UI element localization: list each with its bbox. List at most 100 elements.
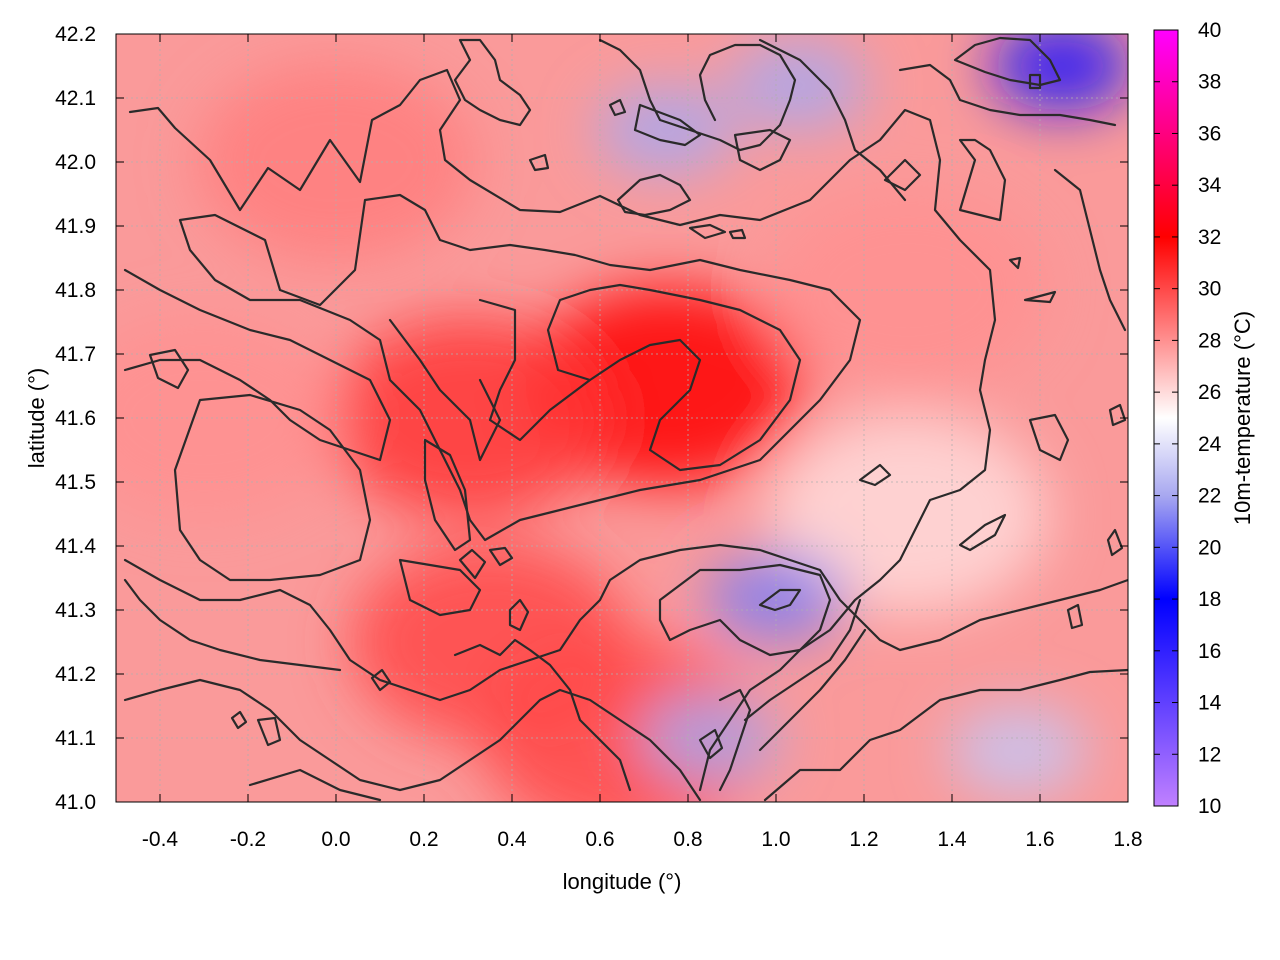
contour-line — [733, 128, 792, 172]
contour-line — [478, 283, 802, 472]
x-tick-label: 0.4 — [497, 828, 527, 851]
x-tick-label: -0.4 — [142, 828, 179, 851]
contour-line — [453, 638, 632, 792]
contour-line — [616, 173, 692, 217]
contour-line — [698, 728, 724, 760]
y-tick-label: 41.1 — [55, 727, 96, 750]
y-tick-label: 41.6 — [55, 407, 96, 430]
y-tick-label: 41.3 — [55, 599, 96, 622]
colorbar-tick-label: 18 — [1198, 588, 1221, 611]
y-tick-label: 42.1 — [55, 87, 96, 110]
y-tick-label: 41.8 — [55, 279, 96, 302]
contour-line — [1106, 528, 1124, 557]
heat-region — [992, 34, 1128, 111]
contour-line — [528, 153, 550, 172]
x-tick-label: 1.4 — [937, 828, 967, 851]
colorbar-tick-label: 10 — [1198, 795, 1221, 818]
colorbar-tick-label: 34 — [1198, 174, 1222, 197]
heat-region — [640, 693, 780, 783]
y-tick-label: 41.5 — [55, 471, 96, 494]
contour-lines — [123, 36, 1128, 802]
contour-line — [248, 768, 382, 802]
colorbar-tick-label: 32 — [1198, 226, 1221, 249]
contour-line — [758, 38, 907, 202]
x-tick-label: 0.0 — [321, 828, 350, 851]
heatmap-area — [116, 34, 1128, 802]
contour-line — [758, 588, 802, 612]
y-tick-label: 42.0 — [55, 151, 96, 174]
heat-region — [116, 318, 344, 518]
y-tick-label: 41.9 — [55, 215, 96, 238]
x-tick-label: 0.2 — [409, 828, 438, 851]
contour-line — [688, 223, 727, 240]
grid-lines — [116, 34, 1128, 802]
contour-line — [488, 546, 514, 567]
x-tick-label: 0.8 — [673, 828, 702, 851]
contour-line — [230, 710, 248, 730]
colorbar-tick-label: 16 — [1198, 640, 1221, 663]
contour-line — [743, 598, 862, 722]
contour-line — [728, 228, 747, 240]
colorbar-tick-label: 30 — [1198, 278, 1221, 301]
x-tick-label: 1.0 — [761, 828, 790, 851]
x-tick-label: 0.6 — [585, 828, 614, 851]
colorbar-gradient — [1153, 29, 1179, 807]
contour-line — [148, 348, 190, 390]
heat-region — [596, 85, 736, 175]
contour-line — [398, 558, 482, 617]
colorbar-tick-label: 14 — [1198, 692, 1222, 715]
contour-line — [763, 668, 1128, 802]
contour-line — [423, 438, 472, 552]
x-tick-label: 1.2 — [849, 828, 878, 851]
contour-line — [123, 578, 342, 672]
x-tick-label: 1.6 — [1025, 828, 1054, 851]
colorbar-tick-label: 24 — [1198, 433, 1222, 456]
colorbar-ticks: 10 12 14 16 18 20 22 24 26 28 30 32 34 36 38 40 — [1154, 19, 1222, 818]
contour-line — [1023, 290, 1057, 304]
heat-region — [948, 705, 1088, 796]
colorbar-tick-label: 12 — [1198, 743, 1221, 766]
contour-line — [953, 36, 1062, 87]
y-axis-label: latitude (°) — [24, 368, 49, 469]
contour-line — [598, 38, 797, 152]
heat-region — [706, 552, 846, 643]
contour-line — [123, 268, 392, 462]
x-axis: -0.4 -0.2 0.0 0.2 0.4 0.6 0.8 1.0 1.2 1.4 1.6 1.8 — [142, 34, 1143, 851]
contour-line — [658, 563, 832, 657]
contour-line — [173, 393, 372, 582]
colorbar-tick-label: 36 — [1198, 122, 1221, 145]
contour-line — [758, 628, 867, 752]
contour-line — [1028, 413, 1070, 462]
x-axis-label: longitude (°) — [563, 869, 682, 894]
contour-line — [388, 318, 502, 462]
contour-line — [123, 543, 1128, 702]
x-tick-label: 1.8 — [1113, 828, 1142, 851]
contour-line — [1108, 403, 1127, 427]
colorbar-label: 10m-temperature (°C) — [1230, 311, 1255, 525]
contour-line — [958, 513, 1007, 552]
contour-line — [1053, 168, 1127, 332]
colorbar-tick-label: 26 — [1198, 381, 1221, 404]
y-tick-label: 41.0 — [55, 791, 96, 814]
colorbar-tick-label: 38 — [1198, 71, 1221, 94]
colorbar-tick-label: 20 — [1198, 536, 1221, 559]
contour-line — [608, 98, 627, 117]
y-tick-label: 42.2 — [55, 23, 96, 46]
colorbar: 10 12 14 16 18 20 22 24 26 28 30 32 34 36 38 40 10m-tem… — [1153, 19, 1255, 818]
contour-line — [458, 548, 487, 580]
colorbar-tick-label: 40 — [1198, 19, 1221, 42]
contour-line — [718, 688, 752, 792]
contour-line — [958, 138, 1007, 222]
contour-line — [1066, 603, 1084, 630]
contour-line — [128, 68, 997, 792]
contour-line — [508, 598, 530, 632]
contour-line — [633, 103, 702, 147]
contour-line — [1008, 256, 1022, 270]
x-tick-label: -0.2 — [230, 828, 266, 851]
heatmap-field — [116, 34, 1128, 802]
contour-line — [178, 193, 862, 542]
contour-line — [1028, 73, 1042, 90]
y-tick-label: 41.4 — [55, 535, 96, 558]
contour-line — [370, 668, 392, 692]
